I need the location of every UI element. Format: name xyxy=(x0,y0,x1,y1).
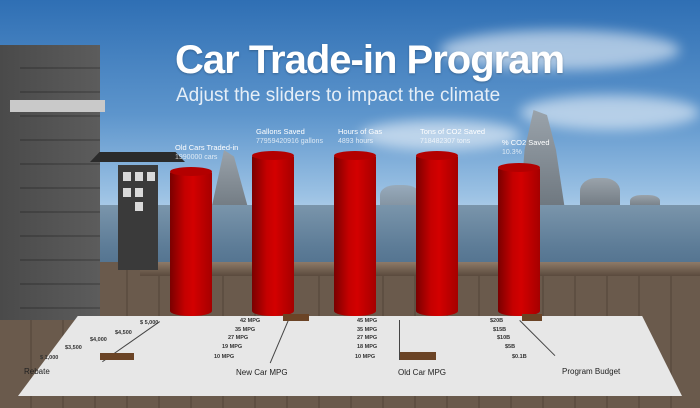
wall-ledge xyxy=(10,100,105,112)
stat-label: Gallons Saved xyxy=(256,127,305,136)
program-budget-tick: $20B xyxy=(490,318,504,324)
new-car-mpg-tick: 42 MPG xyxy=(240,318,261,324)
program-budget-tick: $10B xyxy=(497,335,511,341)
old-car-mpg-tick: 10 MPG xyxy=(355,354,376,360)
lantern-window xyxy=(123,188,131,197)
new-car-mpg-tick: 10 MPG xyxy=(214,354,235,360)
program-budget-tick: $0.1B xyxy=(512,354,527,360)
bar-cars xyxy=(170,167,212,316)
program-budget-tick: $5B xyxy=(505,344,516,350)
lantern-window xyxy=(147,172,155,181)
page-title: Car Trade-in Program xyxy=(175,38,565,82)
lantern-window xyxy=(135,188,143,197)
new-car-mpg-tick: 27 MPG xyxy=(228,335,249,341)
cloud xyxy=(360,120,520,150)
stat-cars: Old Cars Traded-in 1990000 cars xyxy=(175,143,238,163)
stat-value: 77959420916 gallons xyxy=(256,138,323,145)
stat-label: Old Cars Traded-in xyxy=(175,143,239,152)
program-budget-tick: $15B xyxy=(493,327,507,333)
old-car-mpg-tick: 27 MPG xyxy=(357,335,378,341)
new-car-mpg-tick: 35 MPG xyxy=(235,327,256,333)
bar-gallons xyxy=(252,151,294,316)
lantern-window xyxy=(135,172,143,181)
old-car-mpg-slider-handle[interactable] xyxy=(400,352,436,360)
new-car-mpg-slider-handle[interactable] xyxy=(283,314,309,321)
stat-value: 4893 hours xyxy=(338,138,374,145)
stat-gallons: Gallons Saved 77959420916 gallons xyxy=(256,127,323,147)
old-car-mpg-tick: 35 MPG xyxy=(357,327,378,333)
old-car-mpg-tick: 45 MPG xyxy=(357,318,378,324)
stat-label: Tons of CO2 Saved xyxy=(420,127,486,136)
program-budget-slider-handle[interactable] xyxy=(522,314,542,321)
bar-hours xyxy=(334,151,376,316)
stat-value: 718482307 tons xyxy=(420,138,471,145)
stat-hours: Hours of Gas 4893 hours xyxy=(338,127,382,147)
rebate-tick: $3,500 xyxy=(65,345,82,351)
rebate-tick: $ 1,000 xyxy=(40,355,59,361)
sea-rock xyxy=(580,178,620,210)
stat-label: % CO2 Saved xyxy=(502,138,550,147)
bar-co2-tons xyxy=(416,151,458,316)
rebate-label: Rebate xyxy=(24,367,50,376)
cloud xyxy=(520,95,700,130)
rebate-slider-handle[interactable] xyxy=(100,353,134,360)
old-car-mpg-label: Old Car MPG xyxy=(398,368,447,377)
stat-value: 1990000 cars xyxy=(175,154,218,161)
stone-wall xyxy=(0,45,100,320)
bar-co2-percent xyxy=(498,163,540,316)
cloud xyxy=(440,30,680,70)
new-car-mpg-label: New Car MPG xyxy=(236,368,288,377)
lantern-window xyxy=(123,172,131,181)
rebate-tick: $4,000 xyxy=(90,337,107,343)
stat-value: 10.3% xyxy=(502,149,522,156)
stat-label: Hours of Gas xyxy=(338,127,383,136)
lantern-tower xyxy=(118,165,158,270)
lantern-roof xyxy=(90,152,185,162)
program-budget-label: Program Budget xyxy=(562,367,621,376)
stat-co2-percent: % CO2 Saved 10.3% xyxy=(502,138,550,158)
rebate-tick: $ 5,000 xyxy=(140,320,159,326)
new-car-mpg-tick: 19 MPG xyxy=(222,344,243,350)
lantern-window xyxy=(135,202,143,211)
page-subtitle: Adjust the sliders to impact the climate xyxy=(176,85,501,106)
stat-co2-tons: Tons of CO2 Saved 718482307 tons xyxy=(420,127,485,147)
rebate-tick: $4,500 xyxy=(115,330,132,336)
old-car-mpg-tick: 18 MPG xyxy=(357,344,378,350)
